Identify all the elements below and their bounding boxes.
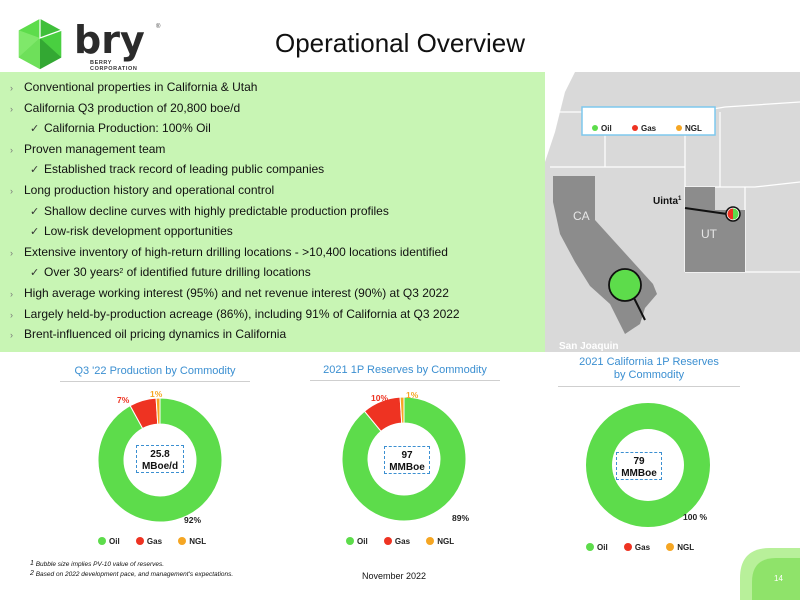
sub-bullet-item: ✓ Low-risk development opportunities [10,222,540,243]
bullet-marker-icon: › [10,83,13,93]
company-logo: bry ® BERRY CORPORATION [14,16,164,72]
chart1-title: Q3 '22 Production by Commodity [74,365,236,377]
bullet-marker-icon: › [10,144,13,155]
chart1-donut [97,397,223,523]
donut-slice-ngl [155,397,161,425]
chart2-rule [310,380,500,381]
corner-accent-shape [740,548,800,600]
checkmark-icon: ✓ [30,267,40,280]
bullet-item: › Brent-influenced oil pricing dynamics i… [10,325,540,346]
chart1-label-ngl: 1% [150,389,163,399]
footnote-1: 1 Bubble size implies PV-10 value of res… [30,560,165,568]
chart1-rule [60,381,250,382]
legend-item-ngl: NGL [178,537,206,546]
legend-item-ngl: NGL [426,537,454,546]
uinta-gas-slice [727,208,733,220]
legend-item-oil: Oil [98,537,120,546]
western-us-map: Oil Gas NGL CA UT Uinta1 San Joaquin [545,72,800,352]
legend-item-gas: Gas [383,537,410,546]
bullet-marker-icon: › [10,185,13,196]
footer-date: November 2022 [362,571,427,581]
logo-registered-mark: ® [156,24,161,30]
map-state-utah [685,187,745,272]
bullet-marker-icon: › [10,330,13,341]
bullet-item: › Largely held-by-production acreage (86%… [10,305,540,326]
chart2-center-label: 97 MMBoe [384,446,430,474]
donut-slice-oil [341,396,467,522]
logo-gem-icon [17,17,63,71]
bullet-marker-icon: › [10,103,13,114]
sub-bullet-item: ✓ Shallow decline curves with highly pred… [10,202,540,223]
donut-slice-oil [97,397,223,523]
map-label-ut: UT [701,227,718,241]
chart3-legend: Oil Gas NGL [586,543,708,552]
legend-item-oil: Oil [346,537,368,546]
logo-subtitle-2: CORPORATION [90,66,138,72]
donut-slice-ngl [399,396,405,424]
legend-item-ngl: NGL [666,543,694,552]
footnote-2: 2 Based on 2022 development pace, and ma… [30,570,234,578]
footnotes: 1 Bubble size implies PV-10 value of res… [30,560,233,580]
bullet-item: › Extensive inventory of high-return dril… [10,243,540,264]
san-joaquin-bubble [608,268,642,302]
chart2-title: 2021 1P Reserves by Commodity [323,364,487,376]
logo-wordmark: bry [74,18,145,62]
map-legend-gas: Gas [641,124,657,133]
bullet-list: › Conventional properties in California &… [10,78,540,346]
bullet-marker-icon: › [10,288,13,299]
chart1-label-gas: 7% [117,395,130,405]
chart1-label-oil: 92% [184,515,202,525]
map-legend-oil-dot [592,125,598,131]
chart3-center-label: 79 MMBoe [616,452,662,480]
logo-subtitle-1: BERRY [90,60,113,66]
bullet-item: › Conventional properties in California &… [10,78,540,99]
sub-bullet-item: ✓ Established track record of leading pub… [10,160,540,181]
chart1-legend: Oil Gas NGL [98,537,220,546]
map-legend-ngl: NGL [685,124,702,133]
legend-item-gas: Gas [135,537,162,546]
bullet-item: › California Q3 production of 20,800 boe/… [10,99,540,120]
page-number: 14 [774,574,783,583]
map-legend-gas-dot [632,125,638,131]
map-label-ca: CA [573,209,590,223]
bullet-item: › High average working interest (95%) and… [10,284,540,305]
chart2-label-ngl: 1% [406,390,419,400]
checkmark-icon: ✓ [30,123,40,136]
chart2-legend: Oil Gas NGL [346,537,468,546]
chart3-rule [558,386,740,387]
chart2-label-oil: 89% [452,513,470,523]
map-label-uinta: Uinta1 [653,196,682,207]
map-label-san-joaquin: San Joaquin [559,341,618,352]
checkmark-icon: ✓ [30,164,40,177]
chart3-title: 2021 California 1P Reserves by Commodity [579,356,719,381]
chart3-label-oil: 100 % [683,512,708,522]
chart1-center-label: 25.8 MBoe/d [136,445,184,473]
bullet-marker-icon: › [10,247,13,258]
bullet-marker-icon: › [10,309,13,320]
slide-title: Operational Overview [275,28,525,58]
map-legend-oil: Oil [601,124,612,133]
sub-bullet-item: ✓ Over 30 years2 of identified future dri… [10,263,540,284]
checkmark-icon: ✓ [30,226,40,239]
sub-bullet-item: ✓ California Production: 100% Oil [10,119,540,140]
bullet-item: › Proven management team [10,140,540,161]
uinta-oil-slice [733,208,739,220]
donut-slice-oil [586,402,710,528]
chart2-label-gas: 10% [371,393,389,403]
checkmark-icon: ✓ [30,205,40,218]
legend-item-gas: Gas [623,543,650,552]
map-legend-ngl-dot [676,125,682,131]
legend-item-oil: Oil [586,543,608,552]
chart2-donut [341,396,467,522]
chart3-donut [586,402,710,528]
bullet-item: › Long production history and operational… [10,181,540,202]
